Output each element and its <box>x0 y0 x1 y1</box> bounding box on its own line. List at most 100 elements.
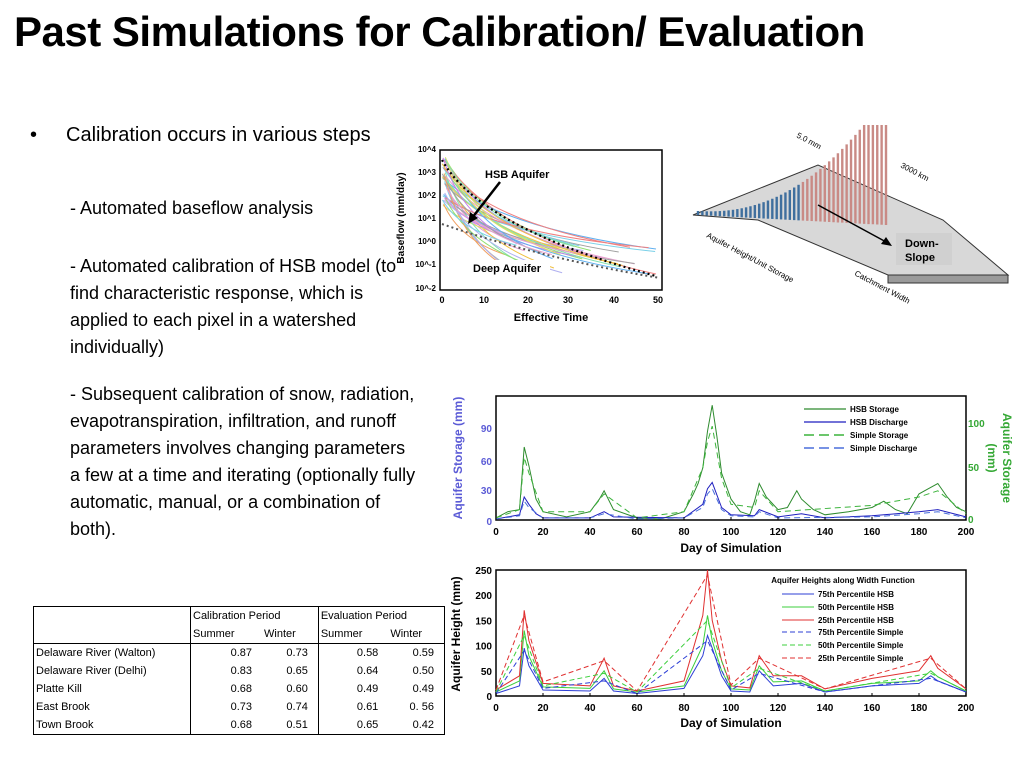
height-xlabel: Day of Simulation <box>680 716 781 730</box>
deep-aquifer-label: Deep Aquifer <box>473 263 542 275</box>
hsb-label-bg <box>480 166 558 182</box>
legend-label: 75th Percentile Simple <box>818 628 904 637</box>
height-chart-title: Aquifer Heights along Width Function <box>771 576 915 585</box>
legend-label: 50th Percentile HSB <box>818 603 894 612</box>
ytick-label: 100 <box>475 642 492 653</box>
table-row: Delaware River (Walton) 0.87 0.73 0.58 0… <box>33 643 446 662</box>
table-cell: 0.60 <box>286 683 308 695</box>
table-cell: 0.83 <box>190 662 262 680</box>
recession-curve <box>442 175 620 268</box>
storage-left-ylabel: Aquifer Storage (mm) <box>451 397 465 520</box>
storage-ytick: 90 <box>481 424 493 435</box>
sub-point-subsequent: - Subsequent calibration of snow, radiat… <box>70 384 416 539</box>
height-ylabel: Aquifer Height (mm) <box>449 576 463 691</box>
table-cell: 0.87 <box>190 643 262 662</box>
xtick: 10 <box>479 295 489 305</box>
xtick-label: 80 <box>678 703 690 714</box>
hsb-aquifer-label: HSB Aquifer <box>485 169 550 181</box>
recession-curve <box>446 162 535 244</box>
xtick-label: 0 <box>493 527 499 538</box>
xtick-label: 60 <box>631 527 643 538</box>
table-subheader-row: Summer Winter Summer Winter <box>33 625 446 644</box>
height-legend: 75th Percentile HSB 50th Percentile HSB … <box>782 590 904 663</box>
series-hsb-storage <box>495 405 967 520</box>
down-label: Down- <box>905 238 939 250</box>
table-subheader-cell: Summer <box>190 625 262 644</box>
baseflow-ylabel: Baseflow (mm/day) <box>396 172 407 263</box>
xtick-label: 100 <box>723 703 740 714</box>
xtick: 30 <box>563 295 573 305</box>
table-cell: 0.64 <box>317 662 389 680</box>
storage-ytick-right: 50 <box>968 463 980 474</box>
xtick-label: 60 <box>631 703 643 714</box>
slab-side <box>887 274 1009 284</box>
xtick-label: 180 <box>911 703 928 714</box>
table-cell: 0.58 <box>317 643 389 662</box>
legend-label: Simple Discharge <box>850 444 918 453</box>
aquifer-height-chart: Aquifer Height (mm) 0 50 100 150 200 250 0 20 4… <box>449 566 975 730</box>
ytick-label: 250 <box>475 566 492 577</box>
legend-label: HSB Discharge <box>850 418 908 427</box>
table-cell: 0.59 <box>388 643 446 662</box>
xtick: 0 <box>439 295 444 305</box>
height-series <box>495 569 967 695</box>
recession-curve <box>445 187 552 255</box>
storage-ytick: 60 <box>481 457 493 468</box>
ytick-label: 0 <box>486 692 492 703</box>
xtick-label: 180 <box>911 527 928 538</box>
label-3000km: 3000 km <box>899 161 931 184</box>
storage-right-ylabel-unit: (mm) <box>985 443 999 472</box>
downslope-box <box>896 233 952 265</box>
xtick-label: 140 <box>817 527 834 538</box>
storage-bars <box>696 125 888 225</box>
table-cell: 0.73 <box>286 647 308 659</box>
hsb-arrowhead <box>468 212 478 224</box>
xtick-label: 200 <box>958 527 975 538</box>
storage-right-ylabel: Aquifer Storage <box>1000 413 1014 503</box>
bullet-dot: • <box>30 124 38 146</box>
table-cell: 0.74 <box>286 701 308 713</box>
table-cell-site: Delaware River (Delhi) <box>33 662 191 680</box>
xtick: 50 <box>653 295 663 305</box>
xtick: 40 <box>609 295 619 305</box>
xtick-label: 40 <box>584 527 596 538</box>
xtick-label: 200 <box>958 703 975 714</box>
recession-curve <box>443 199 584 252</box>
storage-xlabel: Day of Simulation <box>680 541 781 555</box>
bullet-text: Calibration occurs in various steps <box>66 124 371 146</box>
baseflow-xlabel: Effective Time <box>514 312 588 324</box>
calibration-table: Calibration Period Evaluation Period Sum… <box>33 606 446 735</box>
ytick-1e4: 10^4 <box>418 145 437 154</box>
recession-curve <box>447 198 635 264</box>
table-cell: 0.42 <box>388 716 446 735</box>
storage-ytick: 0 <box>486 517 492 528</box>
series-50th-percentile-simple <box>495 619 967 693</box>
table-cell: 0.61 <box>317 698 389 716</box>
storage-ytick-right: 100 <box>968 419 985 430</box>
series-simple-discharge <box>495 487 967 520</box>
xtick: 20 <box>523 295 533 305</box>
table-row: East Brook 0.73 0.74 0.61 0. 56 <box>33 698 446 716</box>
storage-ytick: 30 <box>481 486 493 497</box>
table-cell-site: Town Brook <box>33 716 191 735</box>
xtick-label: 80 <box>678 527 690 538</box>
legend-label: 25th Percentile HSB <box>818 616 894 625</box>
legend-label: 50th Percentile Simple <box>818 641 904 650</box>
xtick-label: 140 <box>817 703 834 714</box>
ytick-1e0: 10^0 <box>418 237 437 246</box>
sub-point-hsb: - Automated calibration of HSB model (to… <box>70 256 397 357</box>
ytick-label: 200 <box>475 591 492 602</box>
storage-ytick-right: 0 <box>968 515 974 526</box>
table-cell: 0.68 <box>190 680 262 698</box>
table-cell: 0.65 <box>317 716 389 735</box>
table-cell: 0.65 <box>286 665 308 677</box>
table-cell: 0. 56 <box>388 698 446 716</box>
storage-legend: HSB Storage HSB Discharge Simple Storage… <box>804 405 918 453</box>
table-header-cell: Calibration Period <box>190 606 319 625</box>
deep-label-bg <box>468 260 550 276</box>
xtick-label: 0 <box>493 703 499 714</box>
baseflow-curves <box>441 157 661 279</box>
xtick-label: 160 <box>864 703 881 714</box>
downslope-arrow <box>817 204 889 244</box>
storage-series <box>495 405 967 520</box>
